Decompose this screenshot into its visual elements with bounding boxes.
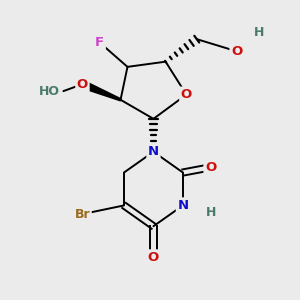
Text: HO: HO bbox=[39, 85, 60, 98]
Text: O: O bbox=[231, 45, 242, 58]
Text: F: F bbox=[95, 36, 104, 49]
Text: H: H bbox=[254, 26, 264, 39]
Text: N: N bbox=[177, 199, 188, 212]
Text: O: O bbox=[181, 88, 192, 101]
Text: Br: Br bbox=[75, 208, 90, 220]
Text: O: O bbox=[77, 78, 88, 91]
Text: O: O bbox=[205, 161, 216, 174]
Text: N: N bbox=[148, 145, 159, 158]
Text: H: H bbox=[254, 26, 264, 39]
Text: H: H bbox=[206, 206, 216, 219]
Text: O: O bbox=[148, 251, 159, 264]
Polygon shape bbox=[81, 81, 121, 101]
